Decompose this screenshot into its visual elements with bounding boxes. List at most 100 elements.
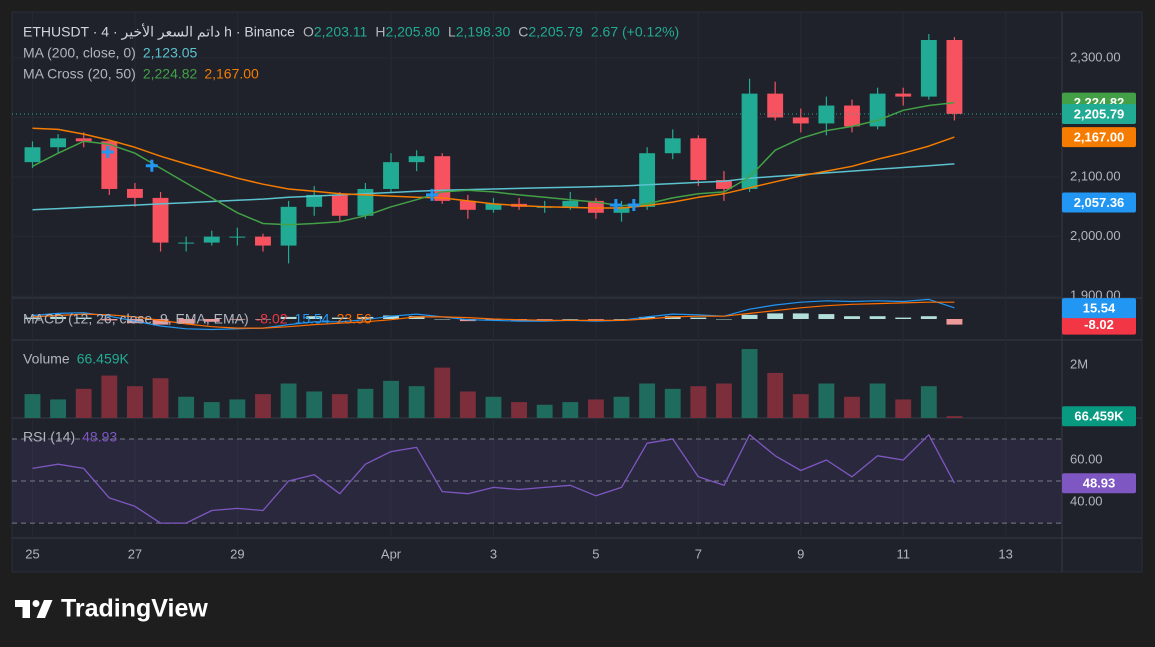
macd-histogram <box>613 319 630 320</box>
legend-text: O <box>303 24 314 40</box>
macd-histogram <box>357 316 374 319</box>
logo-icon <box>15 600 53 618</box>
volume-bar <box>716 383 732 418</box>
volume-bar <box>408 386 425 418</box>
volume-bar <box>895 399 912 418</box>
moving-average <box>32 127 955 209</box>
macd-histogram <box>920 316 937 319</box>
volume-bar <box>126 386 143 418</box>
volume-bar <box>331 394 348 418</box>
signal-line <box>32 301 955 329</box>
cross-marker <box>145 159 158 172</box>
macd-histogram <box>716 319 732 320</box>
volume-bar <box>792 394 809 418</box>
volume-bar <box>946 416 963 418</box>
y-tick-label: 2,300.00 <box>1070 49 1121 64</box>
x-tick-label: 9 <box>797 546 804 561</box>
legend-text: 15.54 <box>295 311 330 327</box>
legend-text: 2,205.80 <box>385 24 440 40</box>
macd-histogram <box>485 319 502 321</box>
candle-body <box>383 162 399 189</box>
candle-body <box>792 117 809 124</box>
macd-histogram <box>664 316 681 319</box>
macd-histogram <box>101 319 118 321</box>
cross-marker <box>609 199 622 212</box>
candle-body <box>690 138 707 181</box>
volume-bar <box>511 402 528 418</box>
candle-body <box>24 147 41 163</box>
candle-body <box>485 203 502 210</box>
volume-bar <box>869 383 886 418</box>
x-tick-label: 7 <box>695 546 702 561</box>
axis-badge-label: 2,205.79 <box>1074 106 1125 121</box>
y-tick-label: 2,100.00 <box>1070 168 1121 183</box>
legend-text: MA (200, close, 0) <box>23 45 136 61</box>
volume-bar <box>357 388 374 418</box>
legend-text: 66.459K <box>77 351 130 367</box>
moving-average <box>32 101 955 226</box>
volume-bar <box>152 378 169 418</box>
y-tick-label: 40.00 <box>1070 494 1103 509</box>
axis-badge-label: 2,057.36 <box>1074 195 1125 210</box>
volume-bar <box>101 375 118 418</box>
macd-histogram <box>24 317 41 319</box>
macd-histogram <box>818 314 835 319</box>
candle-body <box>229 236 246 238</box>
volume-bar <box>485 396 502 418</box>
cross-marker <box>101 146 114 159</box>
axis-badge <box>1062 473 1136 494</box>
volume-bar <box>229 399 246 418</box>
y-tick-label: 2,000.00 <box>1070 228 1121 243</box>
macd-histogram <box>690 317 707 319</box>
macd-histogram <box>229 319 246 320</box>
volume-bar <box>75 388 92 418</box>
moving-average <box>32 163 955 211</box>
legend-text: Volume <box>23 351 70 367</box>
x-tick-label: Apr <box>381 546 402 561</box>
axis-badge-label: 15.54 <box>1083 301 1116 316</box>
candle-body <box>767 93 784 118</box>
macd-histogram <box>50 316 67 319</box>
x-tick-label: 27 <box>128 546 142 561</box>
legend-text: -8.02 <box>256 311 288 327</box>
candle-body <box>562 200 579 207</box>
candle-body <box>920 40 937 97</box>
x-tick-label: 3 <box>490 546 497 561</box>
macd-histogram <box>152 319 169 325</box>
legend-text: RSI (14) <box>23 429 75 445</box>
candle-body <box>741 93 758 189</box>
volume-bar <box>255 394 271 418</box>
macd-histogram <box>178 319 195 324</box>
candle-body <box>664 138 681 154</box>
axis-badge <box>1062 406 1136 427</box>
macd-histogram <box>767 313 784 319</box>
volume-bar <box>50 399 67 418</box>
volume-bar <box>280 383 297 418</box>
legend-text: 2,224.82 <box>143 66 198 82</box>
macd-histogram <box>741 314 758 319</box>
candle-body <box>946 40 963 114</box>
legend-text: MA Cross (20, 50) <box>23 66 136 82</box>
candle-body <box>126 188 143 198</box>
x-tick-label: 29 <box>230 546 244 561</box>
macd-histogram <box>792 313 809 319</box>
volume-bar <box>203 402 220 418</box>
candle-body <box>408 156 425 163</box>
axis-badge <box>1062 298 1136 319</box>
candle-body <box>459 200 476 210</box>
macd-histogram <box>869 316 886 319</box>
macd-histogram <box>587 319 604 320</box>
legend-text: 2,198.30 <box>456 24 511 40</box>
y-tick-label: 60.00 <box>1070 451 1103 466</box>
volume-bar <box>664 388 681 418</box>
candle-body <box>895 93 912 97</box>
axis-badge <box>1062 104 1136 125</box>
candle-body <box>152 197 169 243</box>
volume-bar <box>587 399 604 418</box>
volume-bar <box>306 391 323 418</box>
macd-histogram <box>255 319 271 320</box>
macd-histogram <box>203 319 220 322</box>
volume-bar <box>920 386 937 418</box>
